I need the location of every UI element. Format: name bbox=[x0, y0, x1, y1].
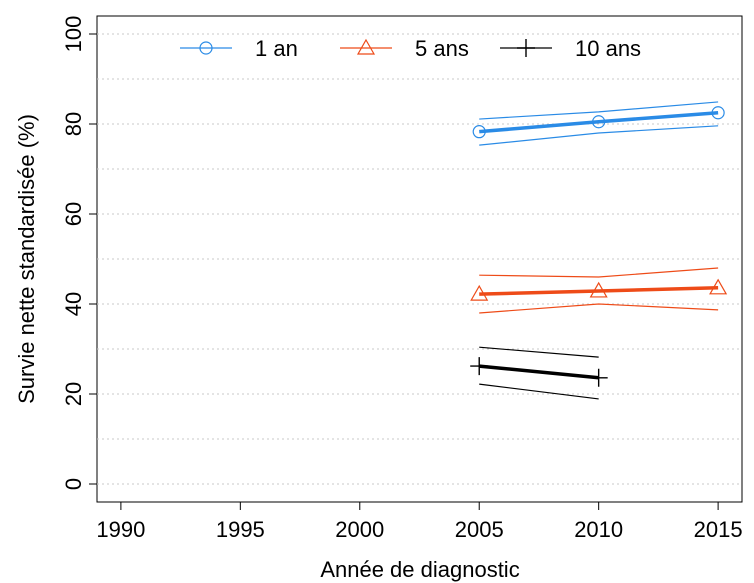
ci-upper-line bbox=[479, 267, 719, 278]
y-axis-label: Survie nette standardisée (%) bbox=[14, 114, 39, 404]
y-tick-label: 80 bbox=[61, 112, 86, 136]
point-marker bbox=[709, 278, 728, 295]
legend-marker bbox=[199, 41, 213, 55]
legend-marker bbox=[356, 38, 376, 55]
series-line bbox=[479, 364, 599, 380]
legend-label: 1 an bbox=[255, 36, 298, 61]
point-marker bbox=[711, 106, 725, 120]
x-tick-label: 2015 bbox=[694, 517, 743, 542]
series-line bbox=[479, 111, 719, 134]
ci-lower-line bbox=[479, 383, 599, 400]
point-marker bbox=[470, 284, 489, 301]
ci-lower-line bbox=[479, 303, 719, 314]
point-marker bbox=[589, 368, 608, 387]
x-axis-label: Année de diagnostic bbox=[320, 557, 519, 582]
point-marker bbox=[592, 115, 606, 129]
legend-marker bbox=[517, 39, 535, 57]
point-marker bbox=[472, 125, 486, 139]
x-tick-label: 2000 bbox=[335, 517, 384, 542]
y-tick-label: 0 bbox=[61, 478, 86, 490]
y-tick-label: 100 bbox=[61, 16, 86, 53]
x-tick-label: 2005 bbox=[455, 517, 504, 542]
series-line bbox=[479, 286, 719, 296]
point-marker bbox=[589, 281, 608, 298]
legend-label: 10 ans bbox=[575, 36, 641, 61]
y-tick-label: 60 bbox=[61, 202, 86, 226]
y-tick-label: 20 bbox=[61, 382, 86, 406]
legend-label: 5 ans bbox=[415, 36, 469, 61]
ci-lower-line bbox=[479, 125, 719, 146]
x-tick-label: 1990 bbox=[96, 517, 145, 542]
ci-upper-line bbox=[479, 101, 719, 120]
x-tick-label: 2010 bbox=[574, 517, 623, 542]
point-marker bbox=[470, 357, 489, 376]
ci-upper-line bbox=[479, 346, 599, 358]
x-tick-label: 1995 bbox=[216, 517, 265, 542]
y-tick-label: 40 bbox=[61, 292, 86, 316]
